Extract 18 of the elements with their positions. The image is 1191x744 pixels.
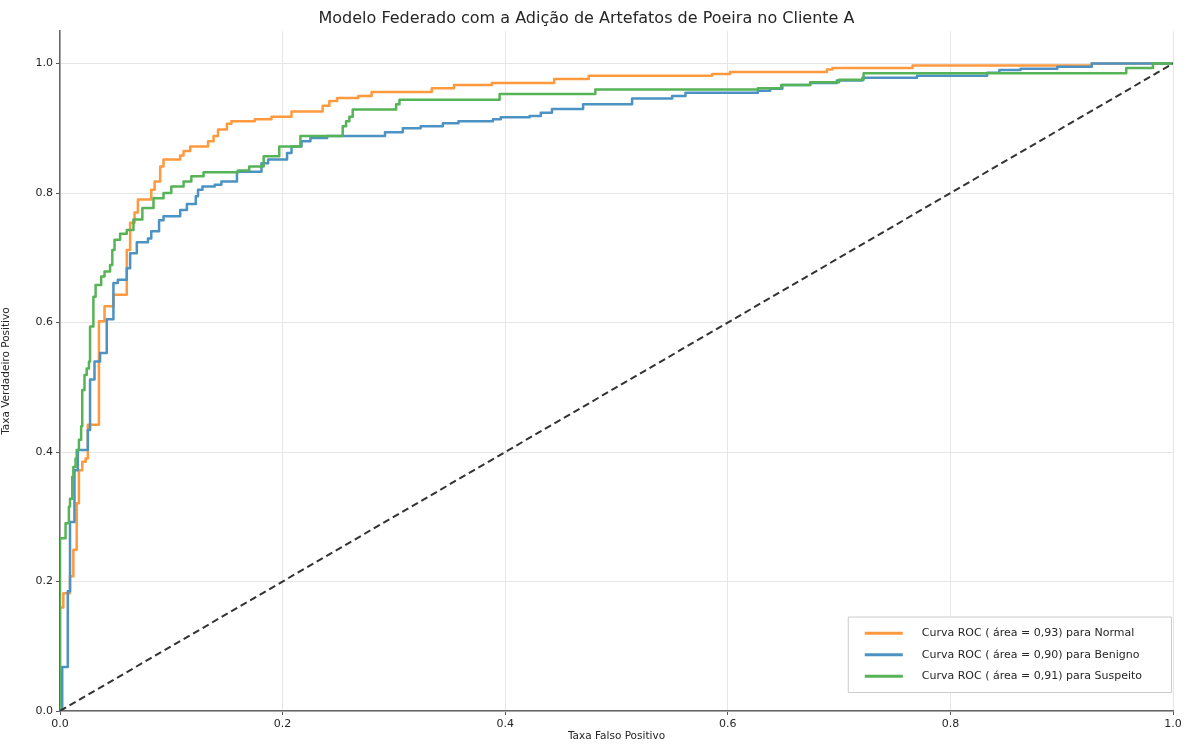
legend-label: Curva ROC ( área = 0,90) para Benigno — [921, 647, 1140, 661]
y-tick-label: 0.6 — [35, 315, 53, 329]
x-tick-label: 0.2 — [273, 717, 292, 731]
legend-label: Curva ROC ( área = 0,91) para Suspeito — [921, 669, 1143, 683]
y-tick-label: 0.4 — [35, 444, 53, 458]
x-tick-label: 0.0 — [51, 717, 69, 731]
x-tick-label: 1.0 — [1164, 717, 1182, 731]
legend-label: Curva ROC ( área = 0,93) para Normal — [921, 626, 1135, 640]
y-tick-label: 1.0 — [35, 56, 53, 70]
y-axis-title: Taxa Verdadeiro Positivo — [0, 307, 12, 436]
x-tick-label: 0.4 — [496, 717, 514, 731]
x-tick-label: 0.6 — [719, 717, 737, 731]
y-tick-label: 0.8 — [35, 185, 53, 199]
x-axis-title: Taxa Falso Positivo — [566, 729, 666, 742]
y-tick-label: 0.2 — [35, 574, 53, 588]
chart-title: Modelo Federado com a Adição de Artefatos de Poeira no Cliente A — [318, 7, 855, 27]
y-tick-label: 0.0 — [35, 703, 53, 717]
x-tick-label: 0.8 — [941, 717, 960, 731]
